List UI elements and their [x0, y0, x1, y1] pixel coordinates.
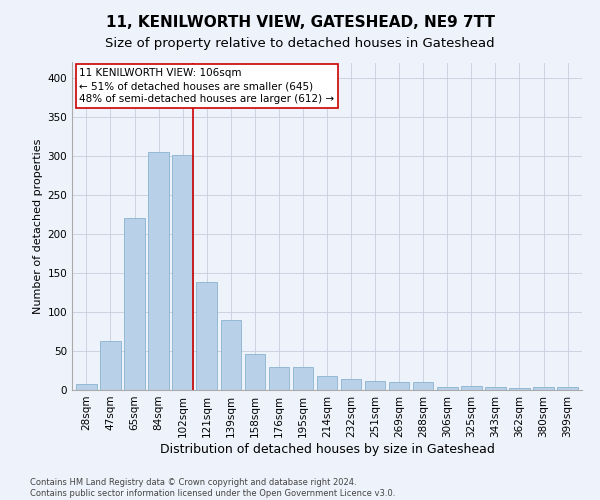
Bar	[389, 382, 409, 390]
Bar	[557, 387, 578, 390]
Bar	[509, 388, 530, 390]
Text: Contains HM Land Registry data © Crown copyright and database right 2024.
Contai: Contains HM Land Registry data © Crown c…	[30, 478, 395, 498]
Bar	[461, 386, 482, 390]
Bar	[317, 376, 337, 390]
Text: 11, KENILWORTH VIEW, GATESHEAD, NE9 7TT: 11, KENILWORTH VIEW, GATESHEAD, NE9 7TT	[106, 15, 494, 30]
Bar	[76, 384, 97, 390]
Bar	[485, 387, 506, 390]
Bar	[245, 354, 265, 390]
Bar	[341, 379, 361, 390]
Text: Size of property relative to detached houses in Gateshead: Size of property relative to detached ho…	[105, 38, 495, 51]
X-axis label: Distribution of detached houses by size in Gateshead: Distribution of detached houses by size …	[160, 442, 494, 456]
Bar	[172, 154, 193, 390]
Bar	[100, 341, 121, 390]
Y-axis label: Number of detached properties: Number of detached properties	[33, 138, 43, 314]
Bar	[437, 387, 458, 390]
Bar	[269, 366, 289, 390]
Bar	[293, 368, 313, 390]
Text: 11 KENILWORTH VIEW: 106sqm
← 51% of detached houses are smaller (645)
48% of sem: 11 KENILWORTH VIEW: 106sqm ← 51% of deta…	[79, 68, 334, 104]
Bar	[196, 282, 217, 390]
Bar	[124, 218, 145, 390]
Bar	[221, 320, 241, 390]
Bar	[365, 382, 385, 390]
Bar	[148, 152, 169, 390]
Bar	[413, 382, 433, 390]
Bar	[533, 387, 554, 390]
